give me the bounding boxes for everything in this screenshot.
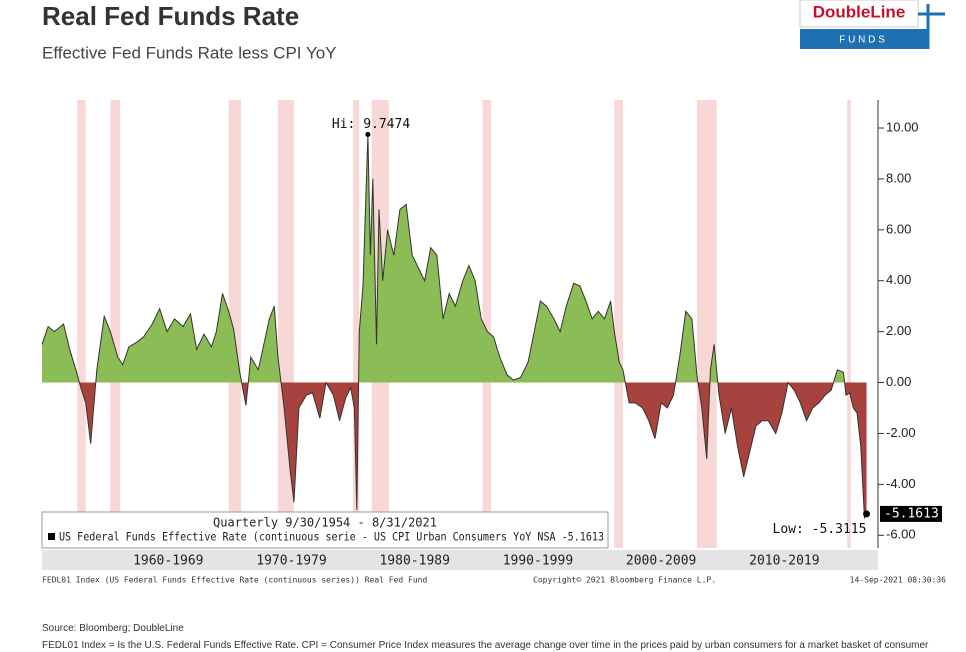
- logo-sub: F U N D S: [839, 35, 885, 46]
- area-positive: [42, 134, 867, 383]
- y-tick-label: -4.00: [886, 476, 916, 491]
- high-point: [365, 131, 371, 137]
- x-tick-label: 2010-2019: [749, 554, 819, 569]
- note: FEDL01 Index = Is the U.S. Federal Funds…: [42, 640, 929, 651]
- legend-box: [41, 511, 609, 549]
- recession-band: [847, 100, 851, 548]
- footnote: Source: Bloomberg; DoubleLine FEDL01 Inde…: [42, 622, 932, 652]
- y-tick-label: 10.00: [886, 119, 919, 134]
- footer-right: 14-Sep-2021 08:30:36: [850, 576, 947, 585]
- legend-label: US Federal Funds Effective Rate (continu…: [59, 530, 604, 544]
- x-tick-label: 1980-1989: [379, 554, 449, 569]
- legend-swatch: [48, 533, 55, 540]
- y-tick-label: 4.00: [886, 272, 911, 287]
- x-tick-label: 1990-1999: [503, 554, 573, 569]
- recession-band: [353, 100, 360, 548]
- legend-period: Quarterly 9/30/1954 - 8/31/2021: [213, 516, 437, 530]
- last-point: [863, 510, 871, 518]
- last-value-box: [880, 505, 942, 522]
- y-tick-label: -2.00: [886, 425, 916, 440]
- annotation: Low: -5.3115: [773, 522, 867, 537]
- annotation: Hi: 9.7474: [332, 117, 410, 132]
- recession-band: [696, 100, 717, 548]
- recession-band: [614, 100, 623, 548]
- y-tick-label: 0.00: [886, 374, 911, 389]
- y-tick-label: -6.00: [886, 527, 916, 542]
- recession-band: [77, 100, 86, 548]
- logo-bar: [800, 29, 928, 49]
- y-tick-label: 6.00: [886, 221, 911, 236]
- x-axis-bar: [42, 550, 878, 570]
- chart-title: Real Fed Funds Rate: [42, 1, 299, 31]
- x-tick-label: 1970-1979: [256, 554, 326, 569]
- logo-box: [799, 0, 919, 28]
- chart-subtitle: Effective Fed Funds Rate less CPI YoY: [42, 43, 337, 62]
- source: Source: Bloomberg; DoubleLine: [42, 623, 184, 634]
- x-tick-label: 2000-2009: [626, 554, 696, 569]
- last-value-label: -5.1613: [884, 506, 939, 521]
- y-tick-label: 2.00: [886, 323, 911, 338]
- footer-left: FEDL01 Index (US Federal Funds Effective…: [42, 576, 427, 585]
- series-line: [41, 134, 867, 520]
- logo-name: DoubleLine: [813, 2, 906, 21]
- recession-band: [110, 100, 121, 548]
- recession-band: [228, 100, 241, 548]
- y-tick-label: 8.00: [886, 170, 911, 185]
- x-tick-label: 1960-1969: [133, 554, 203, 569]
- recession-band: [482, 100, 492, 548]
- footer-mid: Copyright© 2021 Bloomberg Finance L.P.: [533, 576, 716, 585]
